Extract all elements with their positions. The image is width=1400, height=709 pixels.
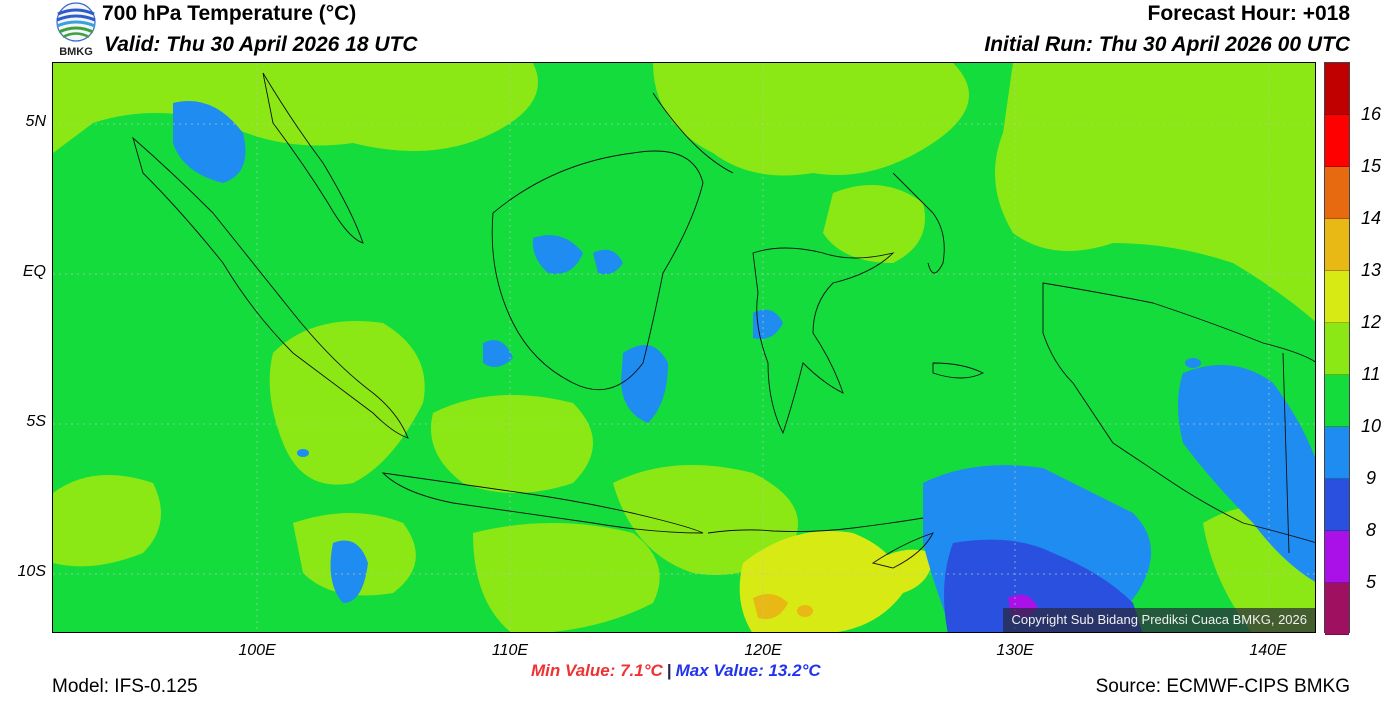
lon-label-130e: 130E: [996, 642, 1034, 659]
lon-label-140e: 140E: [1249, 642, 1287, 659]
bmkg-logo-icon: [56, 2, 96, 42]
min-max-values: Min Value: 7.1°C | Max Value: 13.2°C: [531, 661, 821, 681]
colorbar-label: 8: [1365, 520, 1376, 540]
colorbar-swatch: [1325, 63, 1349, 115]
colorbar-swatch: [1325, 531, 1349, 583]
temp-13-14-areas: [753, 594, 813, 619]
model-label: Model: IFS-0.125: [52, 676, 198, 697]
colorbar-swatch: [1325, 167, 1349, 219]
colorbar-swatch: [1325, 323, 1349, 375]
lat-label-5n: 5N: [25, 113, 46, 130]
lon-label-120e: 120E: [744, 642, 782, 659]
logo-text: BMKG: [59, 46, 93, 58]
colorbar-label: 11: [1361, 364, 1381, 384]
lat-label-5s: 5S: [26, 413, 46, 430]
colorbar-label: 5: [1365, 572, 1376, 592]
colorbar-swatch: [1325, 583, 1349, 635]
lat-label-eq: EQ: [22, 263, 46, 280]
colorbar-label: 12: [1360, 312, 1382, 332]
grid-lines: [53, 63, 1315, 632]
colorbar-swatch: [1325, 271, 1349, 323]
min-value: Min Value: 7.1°C: [531, 661, 663, 680]
value-separator: |: [666, 661, 672, 680]
initial-run: Initial Run: Thu 30 April 2026 00 UTC: [984, 33, 1350, 56]
temperature-map: Copyright Sub Bidang Prediksi Cuaca BMKG…: [52, 62, 1316, 633]
colorbar-label: 9: [1365, 468, 1376, 488]
lat-label-10s: 10S: [17, 563, 46, 580]
colorbar-label: 13: [1360, 260, 1382, 280]
source-label: Source: ECMWF-CIPS BMKG: [1095, 676, 1350, 697]
valid-time: Valid: Thu 30 April 2026 18 UTC: [104, 33, 418, 56]
max-value: Max Value: 13.2°C: [675, 661, 821, 680]
coastlines: [132, 72, 1315, 569]
colorbar-swatch: [1325, 219, 1349, 271]
map-canvas: [53, 63, 1315, 632]
colorbar: [1324, 62, 1350, 635]
colorbar-label: 16: [1360, 104, 1382, 124]
forecast-hour: Forecast Hour: +018: [1147, 2, 1351, 25]
lon-label-100e: 100E: [238, 642, 276, 659]
colorbar-swatch: [1325, 115, 1349, 167]
lon-label-110e: 110E: [491, 642, 529, 659]
copyright-notice: Copyright Sub Bidang Prediksi Cuaca BMKG…: [1003, 608, 1315, 632]
map-title: 700 hPa Temperature (°C): [102, 2, 357, 25]
colorbar-label: 14: [1360, 208, 1382, 228]
colorbar-swatch: [1325, 479, 1349, 531]
colorbar-swatch: [1325, 427, 1349, 479]
colorbar-label: 10: [1360, 416, 1382, 436]
colorbar-label: 15: [1360, 156, 1382, 176]
colorbar-swatch: [1325, 375, 1349, 427]
